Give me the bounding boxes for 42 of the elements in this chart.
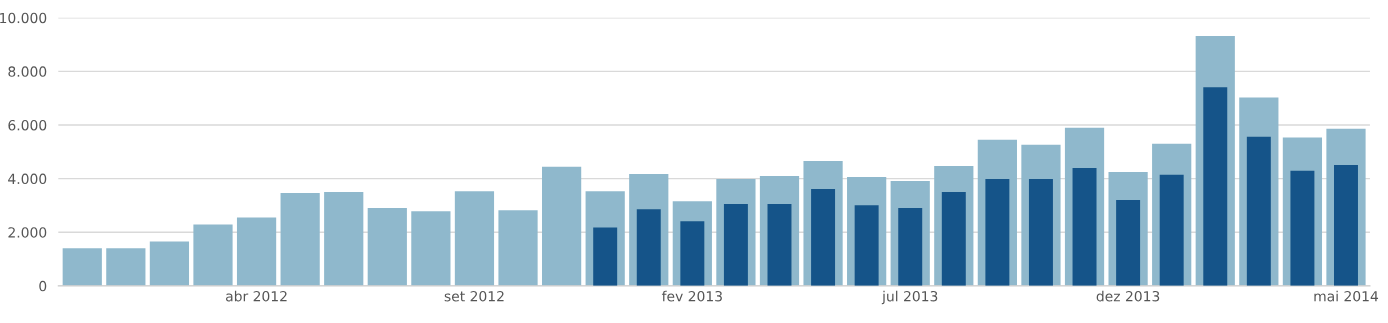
x-tick-label: abr 2012	[226, 290, 287, 302]
y-tick-label: 10.000	[0, 12, 47, 24]
x-tick-label: set 2012	[444, 290, 504, 302]
bar	[236, 217, 277, 286]
bar	[680, 221, 705, 286]
bar	[280, 193, 320, 286]
y-tick-label: 0	[39, 280, 47, 292]
bar	[767, 204, 792, 286]
bar	[149, 241, 190, 286]
bar	[542, 166, 582, 286]
bar	[1116, 200, 1141, 286]
bar	[941, 192, 966, 286]
y-tick-label: 6.000	[8, 119, 47, 131]
bar	[1159, 174, 1184, 286]
bar	[636, 209, 661, 286]
bar	[1290, 170, 1315, 286]
bar	[1028, 178, 1053, 286]
bar	[985, 178, 1010, 286]
x-tick-label: mai 2014	[1314, 290, 1379, 302]
bar	[498, 210, 538, 286]
x-tick-label: jul 2013	[881, 290, 938, 305]
bar	[1203, 87, 1228, 286]
bar	[106, 248, 146, 286]
x-tick-label: dez 2013	[1096, 290, 1160, 302]
bar	[811, 189, 836, 286]
bar	[62, 248, 102, 286]
bar	[1072, 167, 1097, 286]
bar	[854, 205, 879, 286]
bar	[411, 211, 451, 286]
bar	[454, 191, 495, 286]
x-tick-label: fev 2013	[661, 290, 722, 302]
bar	[1334, 164, 1358, 286]
bar	[1246, 136, 1271, 286]
bar	[898, 208, 923, 286]
bar	[367, 208, 407, 286]
bar	[593, 227, 618, 286]
bar	[193, 224, 233, 286]
y-tick-label: 8.000	[8, 66, 47, 77]
bar	[723, 204, 748, 286]
bar	[324, 192, 364, 286]
y-tick-label: 4.000	[8, 173, 47, 185]
y-tick-label: 2.000	[8, 227, 47, 238]
